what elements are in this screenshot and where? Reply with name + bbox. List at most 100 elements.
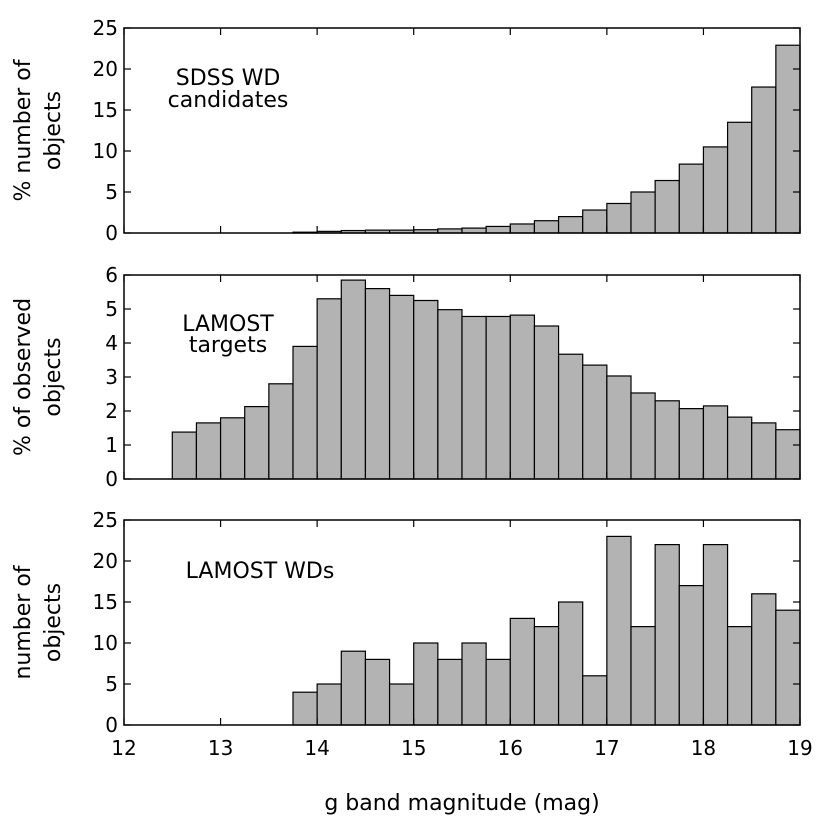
x-tick-label-6: 18 — [691, 736, 716, 760]
bar-wds-0 — [292, 691, 318, 726]
y-tick-label-lamost-1: 1 — [105, 433, 118, 457]
bar-lamost-14 — [509, 314, 536, 480]
bar-sdss-12 — [582, 209, 608, 234]
y-tick-label-sdss-0: 0 — [105, 221, 118, 245]
bar-wds-10 — [533, 625, 560, 726]
bar-sdss-17 — [702, 146, 729, 234]
y-tick-label-lamost-0: 0 — [105, 467, 118, 491]
y-tick-label-wds-3: 15 — [93, 590, 118, 614]
bar-wds-15 — [654, 543, 680, 726]
bar-wds-8 — [485, 658, 511, 726]
y-axis-label-sdss-1: objects — [41, 91, 66, 170]
x-tick-label-2: 14 — [304, 736, 329, 760]
bar-wds-2 — [340, 650, 367, 726]
x-tick-label-7: 19 — [787, 736, 812, 760]
bar-lamost-3 — [244, 405, 270, 480]
bar-sdss-13 — [606, 202, 632, 234]
panel-annotation-wds-0: LAMOST WDs — [186, 559, 335, 584]
plot-frame-sdss — [123, 27, 801, 234]
bar-wds-19 — [751, 593, 777, 726]
y-tick-label-lamost-5: 5 — [105, 297, 118, 321]
bar-lamost-5 — [292, 345, 318, 480]
bar-lamost-25 — [775, 429, 801, 480]
bar-wds-16 — [678, 584, 705, 726]
x-tick-label-3: 15 — [401, 736, 426, 760]
y-tick-label-lamost-6: 6 — [105, 263, 118, 287]
y-tick-label-wds-2: 10 — [93, 631, 118, 655]
y-tick-label-lamost-3: 3 — [105, 365, 118, 389]
bar-lamost-8 — [364, 288, 391, 480]
panel-wds: 0 5 10 15 20 25 number of objects LAMOST WDs — [11, 508, 801, 737]
x-tick-label-4: 16 — [498, 736, 523, 760]
bar-lamost-12 — [461, 315, 487, 480]
bar-sdss-10 — [533, 220, 560, 234]
bar-wds-3 — [364, 658, 391, 726]
bar-wds-7 — [461, 642, 487, 726]
bar-sdss-16 — [678, 163, 705, 234]
bar-lamost-15 — [533, 325, 560, 480]
bar-lamost-18 — [606, 375, 632, 480]
bar-lamost-20 — [654, 400, 680, 480]
bar-lamost-17 — [582, 364, 608, 480]
bar-sdss-15 — [654, 179, 680, 234]
bar-lamost-10 — [413, 299, 439, 480]
bar-lamost-24 — [751, 422, 777, 480]
x-axis-label: g band magnitude (mag) — [324, 791, 599, 816]
y-tick-label-sdss-2: 10 — [93, 139, 118, 163]
y-axis-label-lamost-1: objects — [41, 337, 66, 416]
y-axis-label-wds-0: number of — [11, 564, 36, 679]
bar-wds-1 — [316, 683, 342, 726]
bar-lamost-21 — [678, 408, 705, 480]
bar-lamost-13 — [485, 315, 511, 480]
bar-wds-4 — [388, 683, 415, 726]
y-tick-label-lamost-4: 4 — [105, 331, 118, 355]
bar-lamost-23 — [726, 416, 753, 480]
y-tick-label-wds-4: 20 — [93, 549, 118, 573]
y-tick-label-sdss-3: 15 — [93, 98, 118, 122]
bar-sdss-18 — [726, 121, 753, 234]
y-tick-label-lamost-2: 2 — [105, 399, 118, 423]
bar-sdss-14 — [630, 191, 656, 234]
bar-sdss-8 — [485, 225, 511, 234]
panel-sdss: 0 5 10 15 20 25 % number of objects SDSS WDcandi… — [11, 16, 801, 245]
bar-wds-11 — [557, 601, 584, 726]
plot-frame-wds — [123, 519, 801, 726]
bar-lamost-6 — [316, 298, 342, 480]
bar-lamost-2 — [219, 417, 246, 480]
bar-wds-12 — [582, 675, 608, 726]
bar-sdss-9 — [509, 223, 536, 234]
bar-lamost-9 — [388, 294, 415, 480]
panel-annotation-sdss-0: SDSS WD — [176, 66, 281, 91]
y-tick-label-sdss-1: 5 — [105, 180, 118, 204]
y-tick-label-sdss-5: 25 — [93, 16, 118, 40]
y-axis-label-lamost-0: % of observed — [11, 298, 36, 456]
y-tick-label-wds-5: 25 — [93, 508, 118, 532]
bar-sdss-11 — [557, 216, 584, 234]
bar-sdss-20 — [775, 44, 801, 234]
bar-wds-14 — [630, 625, 656, 726]
y-tick-label-wds-1: 5 — [105, 672, 118, 696]
panel-annotation-sdss-1: candidates — [168, 88, 289, 113]
x-tick-label-5: 17 — [594, 736, 619, 760]
bar-lamost-22 — [702, 405, 729, 480]
x-tick-label-1: 13 — [208, 736, 233, 760]
panel-annotation-lamost-1: targets — [189, 333, 267, 358]
bar-wds-20 — [775, 609, 801, 726]
panel-annotation-lamost-0: LAMOST — [182, 312, 274, 337]
bar-wds-13 — [606, 535, 632, 726]
bar-lamost-1 — [195, 422, 222, 480]
y-axis-label-sdss-0: % number of — [11, 58, 36, 201]
bar-sdss-19 — [751, 86, 777, 234]
y-tick-label-sdss-4: 20 — [93, 57, 118, 81]
bar-wds-18 — [726, 625, 753, 726]
bar-wds-17 — [702, 543, 729, 726]
bar-lamost-11 — [437, 309, 463, 480]
bar-wds-6 — [437, 658, 463, 726]
bar-wds-9 — [509, 617, 536, 726]
bar-lamost-7 — [340, 279, 367, 480]
y-axis-label-wds-1: objects — [41, 583, 66, 662]
y-tick-label-wds-0: 0 — [105, 713, 118, 737]
bar-lamost-16 — [557, 353, 584, 480]
